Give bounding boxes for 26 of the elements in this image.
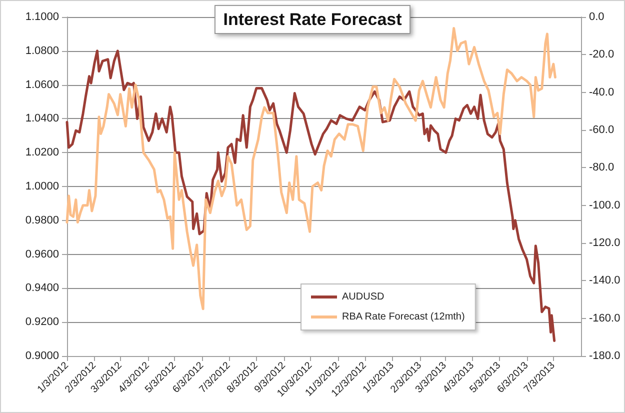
y-tick-label: 1.0000 <box>25 180 59 192</box>
legend-label: RBA Rate Forecast (12mth) <box>342 312 465 322</box>
y-tick-label: 0.9600 <box>25 248 59 260</box>
y-tick-label: 0.9800 <box>25 214 59 226</box>
line-series <box>66 50 556 342</box>
y2-tick-label: -120.0 <box>589 237 620 249</box>
legend-label: AUDUSD <box>342 292 384 302</box>
y2-tick-label: 0.0 <box>589 11 604 23</box>
y-tick-label: 0.9200 <box>25 316 59 328</box>
y2-tick-label: -100.0 <box>589 199 620 212</box>
y-tick-label: 1.0200 <box>25 146 59 159</box>
y-tick-label: 0.9400 <box>25 282 59 294</box>
line-series <box>66 27 556 310</box>
y2-tick-label: -20.0 <box>589 48 614 61</box>
y2-tick-label: -140.0 <box>589 274 620 287</box>
y-tick-label: 1.1000 <box>25 11 59 23</box>
y2-tick-label: -180.0 <box>589 350 620 362</box>
chart-title: Interest Rate Forecast <box>223 10 402 29</box>
y-tick-label: 1.0800 <box>25 44 59 57</box>
y2-tick-label: -160.0 <box>589 312 620 324</box>
y2-tick-label: -60.0 <box>589 124 614 136</box>
y2-tick-label: -80.0 <box>589 162 614 174</box>
y-tick-label: 0.9000 <box>25 350 59 362</box>
y-tick-label: 1.0600 <box>25 78 59 91</box>
y2-tick-label: -40.0 <box>589 86 614 98</box>
y-tick-label: 1.0400 <box>25 112 59 125</box>
